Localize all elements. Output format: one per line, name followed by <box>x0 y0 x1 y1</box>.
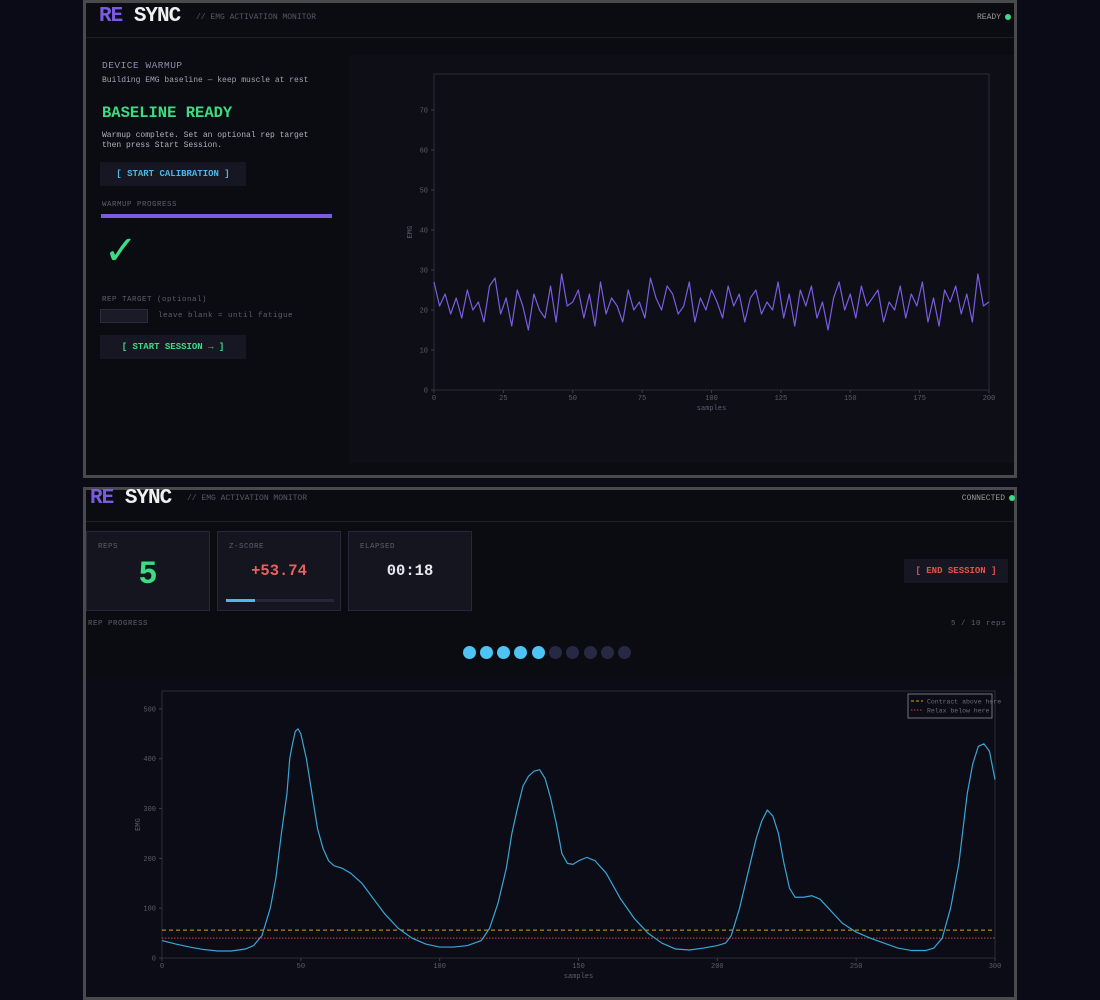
x-tick-label: 250 <box>850 963 863 971</box>
subtitle: // EMG ACTIVATION MONITOR <box>196 13 317 22</box>
x-tick-label: 150 <box>844 395 857 403</box>
rep-target-input[interactable] <box>100 309 148 323</box>
reps-label: REPS <box>98 543 119 551</box>
x-tick-label: 200 <box>711 963 724 971</box>
y-tick-label: 100 <box>143 906 156 914</box>
status: CONNECTED <box>961 494 1005 503</box>
section-title: DEVICE WARMUP <box>102 60 183 71</box>
y-tick-label: 400 <box>143 756 156 764</box>
warmup-chart: 0 10 20 30 40 50 60 70 0 25 50 75 100 125 150 175 200 sam… <box>407 73 996 413</box>
header <box>86 3 1014 38</box>
y-tick-label: 30 <box>420 268 428 276</box>
y-tick-label: 200 <box>143 856 156 864</box>
rep-progress-count: 5 / 10 reps <box>950 620 1006 628</box>
rep-dot-pending <box>566 646 579 659</box>
logo-re: RE <box>90 487 114 510</box>
state-title: BASELINE READY <box>102 104 233 122</box>
elapsed-card <box>348 531 472 611</box>
rep-dot-done <box>532 646 545 659</box>
y-tick-label: 0 <box>152 956 156 964</box>
x-tick-label: 125 <box>775 395 788 403</box>
rep-dot-done <box>463 646 476 659</box>
x-tick-label: 75 <box>638 395 646 403</box>
x-tick-label: 200 <box>983 395 996 403</box>
chart-area <box>349 55 1014 463</box>
x-axis-label: samples <box>564 973 593 981</box>
y-tick-label: 0 <box>424 388 428 396</box>
zscore-card <box>217 531 341 611</box>
y-tick-label: 40 <box>420 228 428 236</box>
x-tick-label: 100 <box>705 395 718 403</box>
chart-area <box>86 676 1014 997</box>
subtitle: // EMG ACTIVATION MONITOR <box>187 494 308 503</box>
elapsed-value: 00:18 <box>386 562 434 580</box>
x-tick-label: 300 <box>989 963 1002 971</box>
rep-target-title: REP TARGET <box>102 296 153 304</box>
y-tick-label: 20 <box>420 308 428 316</box>
legend-label: Relax below here <box>927 707 990 714</box>
progress-label: WARMUP PROGRESS <box>102 201 178 209</box>
x-tick-label: 175 <box>913 395 926 403</box>
rep-target-hint: leave blank = until fatigue <box>158 312 294 320</box>
start-session-button[interactable]: [ START SESSION → ] <box>100 335 246 359</box>
rep-progress-label: REP PROGRESS <box>88 620 149 628</box>
y-tick-label: 70 <box>420 108 428 116</box>
section-hint: Building EMG baseline — keep muscle at r… <box>102 76 309 85</box>
logo: RE SYNC <box>99 5 181 28</box>
logo-sync: SYNC <box>124 487 172 510</box>
rep-target-optional: (optional) <box>157 296 208 304</box>
legend-box <box>907 693 993 719</box>
status-dot <box>1005 14 1011 20</box>
session-chart: 0 100 200 300 400 500 0 50 100 150 200 250 300 sample… <box>135 690 1002 981</box>
plot-frame <box>161 690 996 959</box>
signal-line <box>161 728 996 952</box>
state-text: Warmup complete. Set an optional rep tar… <box>102 131 309 150</box>
rep-dot-pending <box>601 646 614 659</box>
plot-frame <box>433 73 990 391</box>
zscore-label: Z-SCORE <box>229 543 265 551</box>
warmup-panel <box>83 0 1017 478</box>
reps-card <box>86 531 210 611</box>
rep-dot-pending <box>549 646 562 659</box>
rep-dot-done <box>497 646 510 659</box>
y-axis-label: EMG <box>135 818 143 831</box>
x-tick-label: 25 <box>499 395 507 403</box>
y-tick-label: 50 <box>420 188 428 196</box>
rep-dot-pending <box>584 646 597 659</box>
logo-re: RE <box>99 5 123 28</box>
x-tick-label: 50 <box>569 395 577 403</box>
y-tick-label: 300 <box>143 806 156 814</box>
y-axis-label: EMG <box>407 226 415 239</box>
rep-dot-pending <box>618 646 631 659</box>
zscore-fill <box>226 599 255 602</box>
y-tick-label: 10 <box>420 348 428 356</box>
y-tick-label: 500 <box>143 706 156 714</box>
status-dot <box>1009 495 1015 501</box>
x-tick-label: 150 <box>572 963 585 971</box>
rep-dot-done <box>480 646 493 659</box>
x-tick-label: 50 <box>297 963 305 971</box>
x-tick-label: 0 <box>432 395 436 403</box>
rep-target-label: REP TARGET (optional) <box>102 296 207 304</box>
reps-value: 5 <box>138 556 158 593</box>
x-axis-label: samples <box>697 405 726 413</box>
check-mark: ✓ <box>104 228 138 274</box>
zscore-value: +53.74 <box>251 562 307 580</box>
rep-dot-done <box>514 646 527 659</box>
logo-sync: SYNC <box>133 5 181 28</box>
end-session-button[interactable]: [ END SESSION ] <box>904 559 1008 583</box>
signal-line <box>433 273 990 331</box>
y-tick-label: 60 <box>420 148 428 156</box>
status: READY <box>976 13 1001 22</box>
header <box>86 490 1014 522</box>
x-tick-label: 100 <box>433 963 446 971</box>
warmup-progress-bar <box>101 214 332 218</box>
logo: RE SYNC <box>90 487 172 510</box>
x-tick-label: 0 <box>160 963 164 971</box>
zscore-track <box>226 599 334 602</box>
legend-label: Contract above here <box>927 698 1001 705</box>
elapsed-label: ELAPSED <box>360 543 396 551</box>
calibrate-button[interactable]: [ START CALIBRATION ] <box>100 162 246 186</box>
